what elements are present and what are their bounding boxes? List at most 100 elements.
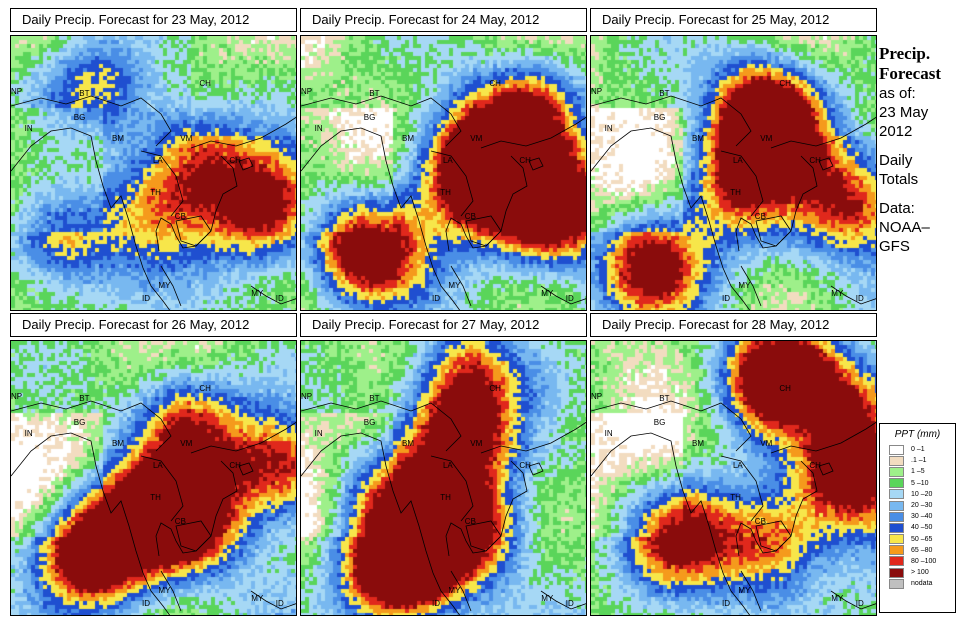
country-label: BT [369, 89, 380, 99]
country-label: IN [604, 123, 613, 133]
country-label: LA [152, 460, 163, 470]
data-line2: NOAA– [879, 219, 930, 236]
country-label: IN [24, 428, 33, 438]
country-label: VM [470, 134, 483, 144]
country-label: VM [180, 439, 193, 449]
country-label: ID [722, 599, 731, 609]
legend-item: 5 –10 [880, 478, 955, 489]
legend-swatch [889, 511, 904, 522]
legend-label: 20 –30 [911, 502, 933, 510]
country-label: LA [732, 460, 743, 470]
legend-swatch [889, 455, 904, 466]
country-label: IN [314, 428, 323, 438]
country-label: ID [275, 599, 284, 609]
country-label: BG [73, 418, 86, 428]
country-label: BM [112, 439, 124, 449]
country-label: BT [79, 394, 90, 404]
legend-swatch [889, 567, 904, 578]
country-label: NP [301, 391, 313, 401]
legend-item: 20 –30 [880, 500, 955, 511]
legend-swatch [889, 578, 904, 589]
country-label: IN [314, 123, 323, 133]
sidebar-title-line1: Precip. [879, 44, 931, 63]
country-label: CH [489, 78, 501, 88]
legend-label: 65 –80 [911, 546, 933, 554]
legend-swatch [889, 556, 904, 567]
legend-item: 0 –1 [880, 444, 955, 455]
coastline-borders [301, 95, 586, 310]
country-label: MY [738, 280, 751, 290]
country-label: VM [470, 439, 483, 449]
panel-title: Daily Precip. Forecast for 24 May, 2012 [300, 8, 587, 32]
country-label: CH [519, 460, 531, 470]
country-label: CH [229, 155, 241, 165]
panel-title: Daily Precip. Forecast for 27 May, 2012 [300, 313, 587, 337]
country-label: ID [855, 599, 864, 609]
panel-title: Daily Precip. Forecast for 28 May, 2012 [590, 313, 877, 337]
coastline-borders [11, 400, 296, 615]
country-label: CH [519, 155, 531, 165]
precip-raster [11, 341, 296, 615]
country-label: CH [489, 383, 501, 393]
asof-line1: as of: [879, 85, 916, 102]
coastline-borders [301, 400, 586, 615]
country-label: CB [464, 516, 476, 526]
country-label: VM [760, 439, 773, 449]
legend-label: 30 –40 [911, 513, 933, 521]
sidebar-title-line2: Forecast [879, 64, 941, 83]
country-label: NP [11, 86, 23, 96]
country-label: BG [653, 113, 666, 123]
country-label: CB [754, 211, 766, 221]
legend-label: 10 –20 [911, 490, 933, 498]
country-label: TH [150, 187, 161, 197]
legend-item: 65 –80 [880, 545, 955, 556]
country-label: BT [369, 394, 380, 404]
country-label: VM [180, 134, 193, 144]
precip-map: NP BT BG IN BM CH VM CH LA TH CB MY MY ID ID [300, 340, 587, 616]
legend-swatch [889, 522, 904, 533]
country-label: BG [363, 113, 376, 123]
country-label: MY [738, 585, 751, 595]
country-label: MY [831, 288, 844, 298]
legend-label: 40 –50 [911, 524, 933, 532]
legend-item: nodata [880, 578, 955, 589]
precip-legend: PPT (mm) 0 –1 .1 –1 1 –5 5 –10 10 –20 20 –30 3… [879, 423, 956, 613]
country-label: ID [565, 294, 574, 304]
country-label: BM [112, 134, 124, 144]
legend-title: PPT (mm) [894, 429, 941, 440]
legend-label: 1 –5 [911, 468, 925, 476]
country-label: MY [448, 585, 461, 595]
legend-item: 40 –50 [880, 522, 955, 533]
country-label: BT [659, 394, 670, 404]
legend-swatch [889, 466, 904, 477]
legend-swatch [889, 444, 904, 455]
legend-item: > 100 [880, 567, 955, 578]
country-label: VM [760, 134, 773, 144]
country-label: CB [464, 211, 476, 221]
country-label: TH [730, 187, 741, 197]
precip-map: NP BT BG IN BM CH VM CH LA TH CB MY MY ID ID [300, 35, 587, 311]
precip-raster [301, 341, 586, 615]
legend-swatch [889, 500, 904, 511]
country-label: ID [432, 599, 441, 609]
forecast-panel: Daily Precip. Forecast for 25 May, 2012 N… [590, 8, 877, 311]
country-label: CH [809, 460, 821, 470]
legend-label: 50 –65 [911, 535, 933, 543]
country-label: IN [604, 428, 613, 438]
country-label: IN [24, 123, 33, 133]
legend-swatch [889, 478, 904, 489]
data-line3: GFS [879, 238, 910, 255]
country-label: MY [251, 593, 264, 603]
legend-label: 80 –100 [911, 557, 937, 565]
country-label: CH [779, 78, 791, 88]
precip-raster [591, 36, 876, 310]
country-label: MY [831, 593, 844, 603]
country-label: ID [142, 599, 151, 609]
precip-map: NP BT BG IN BM CH VM CH LA TH CB MY MY ID ID [590, 35, 877, 311]
country-label: BM [692, 439, 704, 449]
legend-label: 5 –10 [911, 479, 929, 487]
precip-map: NP BT BG IN BM CH VM CH LA TH CB MY MY ID ID [10, 340, 297, 616]
country-label: BG [73, 113, 86, 123]
country-label: CH [199, 78, 211, 88]
country-label: MY [448, 280, 461, 290]
